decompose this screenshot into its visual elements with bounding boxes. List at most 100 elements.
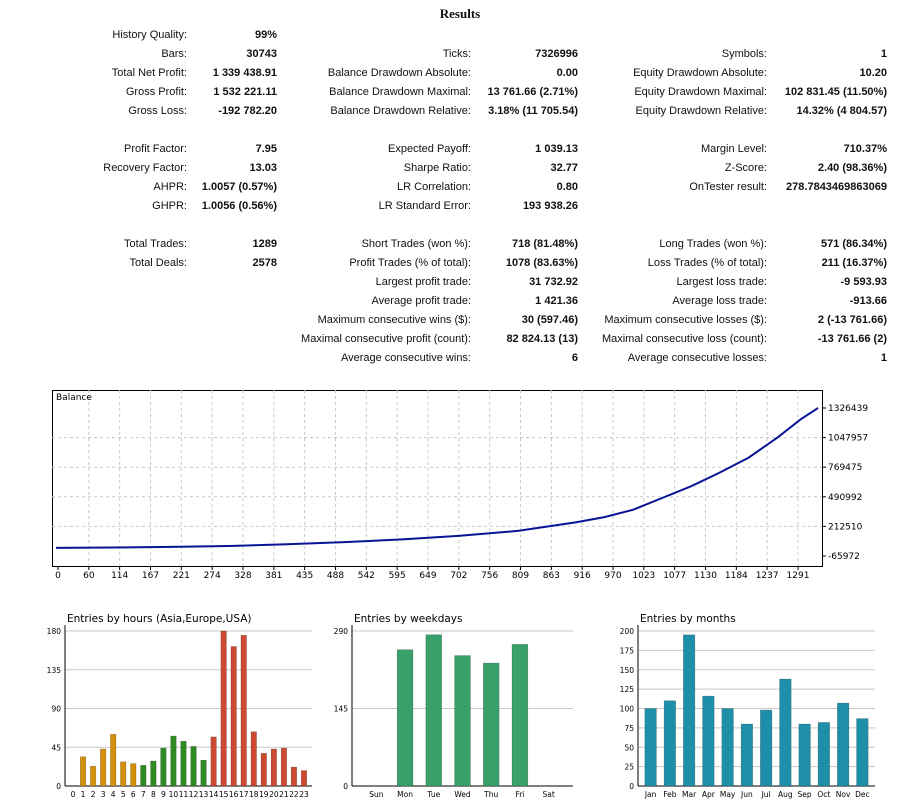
hours-bar-7 — [140, 765, 147, 787]
stat-value-history_quality: 99% — [254, 29, 277, 41]
stat-label-total_deals: Total Deals: — [129, 257, 187, 269]
balance-ytick-label: 1326439 — [828, 404, 868, 414]
stat-label-avg_consec_losses: Average consecutive losses: — [627, 352, 767, 364]
stat-label-lr_std_error: LR Standard Error: — [378, 200, 471, 212]
hours-bar-13 — [200, 759, 207, 787]
hours-bar-12 — [190, 746, 197, 787]
stat-value-total_deals: 2578 — [252, 257, 277, 269]
balance-xtick-label: 274 — [204, 571, 221, 581]
weekdays-xtick-label: Sun — [369, 790, 384, 799]
months-plot-area — [638, 625, 876, 787]
balance-xtick-label: 167 — [142, 571, 159, 581]
stat-value-balance_dd_abs: 0.00 — [556, 67, 578, 79]
balance-xtick-label: 702 — [450, 571, 467, 581]
months-bar-aug — [779, 678, 792, 787]
stat-value-short_trades: 718 (81.48%) — [511, 238, 578, 250]
balance-xtick-label: 435 — [296, 571, 313, 581]
stat-label-ontester_result: OnTester result: — [689, 181, 767, 193]
weekdays-xtick-label: Wed — [454, 790, 471, 799]
weekdays-ytick-label: 0 — [343, 782, 348, 791]
balance-xtick-label: 1077 — [663, 571, 686, 581]
stat-value-bars: 30743 — [246, 48, 277, 60]
stat-label-total_trades: Total Trades: — [124, 238, 187, 250]
stat-label-ticks: Ticks: — [442, 48, 471, 60]
hours-bar-1 — [80, 756, 87, 787]
hours-xtick-label: 7 — [141, 790, 146, 799]
months-ytick-label: 150 — [620, 666, 635, 675]
months-xtick-label: Feb — [663, 790, 677, 799]
stat-value-equity_dd_abs: 10.20 — [859, 67, 887, 79]
hours-bar-11 — [180, 740, 187, 787]
stat-value-z_score: 2.40 (98.36%) — [817, 162, 887, 174]
weekdays-chart-title: Entries by weekdays — [354, 613, 463, 625]
stat-value-max_consec_losses: 2 (-13 761.66) — [817, 314, 887, 326]
months-bar-feb — [663, 700, 676, 787]
balance-xtick-label: 1130 — [694, 571, 717, 581]
stat-value-recovery_factor: 13.03 — [249, 162, 277, 174]
stat-label-maximal_consec_loss: Maximal consecutive loss (count): — [601, 333, 767, 345]
weekdays-ytick-label: 145 — [334, 705, 349, 714]
balance-xtick-label: 970 — [604, 571, 621, 581]
hours-xtick-label: 16 — [229, 790, 239, 799]
weekdays-xtick-label: Fri — [515, 790, 524, 799]
stat-value-ghpr: 1.0056 (0.56%) — [201, 200, 277, 212]
hours-bar-20 — [270, 748, 277, 787]
weekdays-ytick-label: 290 — [334, 627, 349, 636]
months-ytick-label: 25 — [624, 763, 634, 772]
months-bar-dec — [856, 718, 869, 787]
weekdays-xtick-label: Thu — [483, 790, 498, 799]
stat-label-balance_dd_max: Balance Drawdown Maximal: — [329, 86, 471, 98]
stat-label-max_consec_losses: Maximum consecutive losses ($): — [604, 314, 767, 326]
months-xtick-label: Oct — [817, 790, 830, 799]
balance-chart: 1326439 1047957 769475 490992 212510 -65972 0 6… — [52, 390, 868, 581]
stat-value-avg_consec_wins: 6 — [571, 352, 578, 364]
months-bar-oct — [817, 722, 830, 787]
months-xtick-label: Jul — [761, 790, 771, 799]
stat-value-avg_profit: 1 421.36 — [535, 295, 578, 307]
stat-label-equity_dd_abs: Equity Drawdown Absolute: — [633, 67, 767, 79]
stat-value-total_trades: 1289 — [252, 238, 277, 250]
hours-ytick-label: 135 — [47, 666, 62, 675]
balance-xtick-label: 1023 — [632, 571, 655, 581]
balance-ytick-label: 769475 — [828, 463, 862, 473]
hours-xtick-label: 15 — [219, 790, 229, 799]
stat-label-ahpr: AHPR: — [153, 181, 187, 193]
months-ytick-label: 100 — [620, 705, 635, 714]
months-xtick-label: Aug — [778, 790, 793, 799]
stat-label-bars: Bars: — [161, 48, 187, 60]
weekdays-chart-panel: Entries by weekdays 290 145 0 Sun Mon Tue Wed Th… — [330, 605, 580, 809]
hours-bar-15 — [220, 630, 227, 787]
stat-value-balance_dd_max: 13 761.66 (2.71%) — [487, 86, 578, 98]
hours-bar-4 — [110, 734, 117, 787]
stat-label-max_consec_wins: Maximum consecutive wins ($): — [317, 314, 471, 326]
stat-value-balance_dd_rel: 3.18% (11 705.54) — [488, 105, 578, 117]
hours-bar-9 — [160, 747, 167, 787]
months-bar-apr — [702, 695, 715, 787]
months-bar-jan — [644, 708, 657, 787]
hours-xtick-label: 13 — [199, 790, 209, 799]
hours-xtick-label: 5 — [121, 790, 126, 799]
balance-chart-title: Balance — [56, 393, 92, 403]
stat-label-largest_profit: Largest profit trade: — [375, 276, 471, 288]
hours-xtick-label: 20 — [269, 790, 279, 799]
balance-xtick-label: 595 — [389, 571, 406, 581]
hours-bar-2 — [90, 765, 97, 787]
hours-xtick-label: 17 — [239, 790, 249, 799]
stat-value-expected_payoff: 1 039.13 — [535, 143, 578, 155]
hours-xtick-label: 11 — [179, 790, 189, 799]
weekdays-xtick-label: Sat — [542, 790, 554, 799]
hours-xtick-label: 23 — [299, 790, 309, 799]
stat-label-lr_correlation: LR Correlation: — [397, 181, 471, 193]
months-xtick-label: Apr — [702, 790, 716, 799]
months-ytick-label: 125 — [620, 685, 635, 694]
stat-value-avg_loss: -913.66 — [849, 295, 887, 307]
stat-label-gross_profit: Gross Profit: — [125, 86, 187, 98]
stat-label-sharpe_ratio: Sharpe Ratio: — [403, 162, 471, 174]
hours-xtick-label: 14 — [209, 790, 219, 799]
stat-value-largest_profit: 31 732.92 — [529, 276, 578, 288]
hours-bar-16 — [230, 646, 237, 787]
stat-value-lr_std_error: 193 938.26 — [522, 200, 578, 212]
hours-xtick-label: 22 — [289, 790, 299, 799]
months-bar-may — [721, 708, 734, 787]
weekdays-bar-thu — [483, 662, 500, 787]
